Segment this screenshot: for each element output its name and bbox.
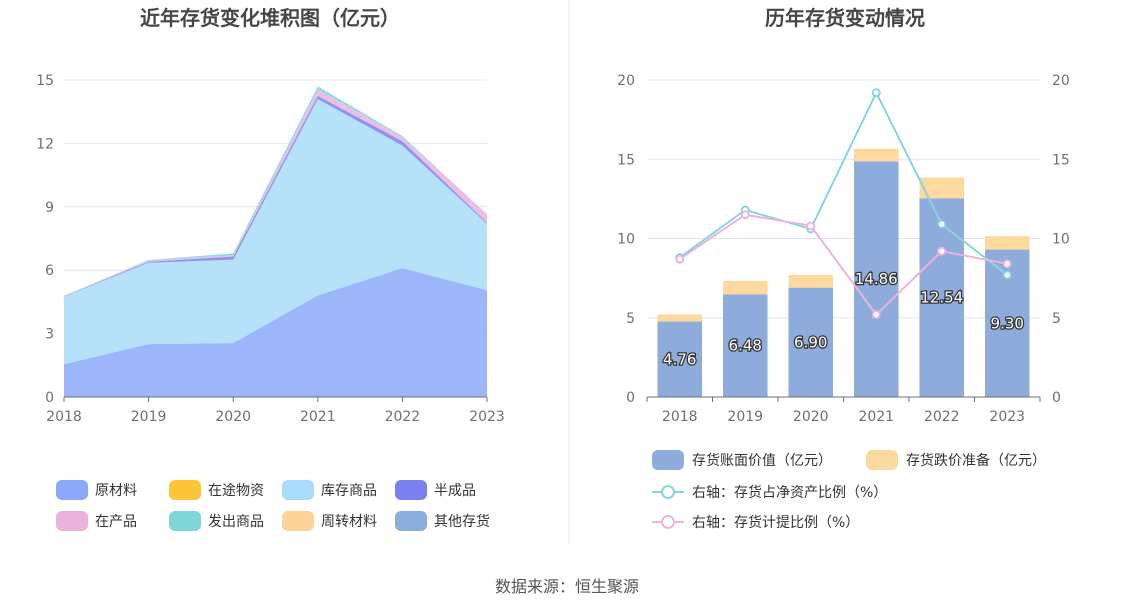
left-chart-axis: 2018 2019 2020 2021 2022 2023 0 3 6 9 12 15 bbox=[36, 73, 505, 425]
line-point-2 bbox=[871, 88, 881, 98]
left-legend-label: 原材料 bbox=[95, 483, 137, 499]
right-x-tick-label: 2019 bbox=[727, 409, 763, 425]
right-legend-swatch bbox=[652, 450, 684, 470]
right-x-tick-label: 2020 bbox=[793, 409, 829, 425]
bar-value-label: 6.48 bbox=[729, 337, 762, 355]
right-x-tick-label: 2018 bbox=[662, 409, 698, 425]
right-y2-tick-label: 15 bbox=[1052, 152, 1070, 168]
right-legend-swatch bbox=[866, 450, 898, 470]
right-legend-label: 右轴：存货占净资产比例（%） bbox=[692, 484, 887, 501]
bar-series-1 bbox=[722, 280, 768, 295]
right-legend-label: 右轴：存货计提比例（%） bbox=[692, 514, 859, 531]
right-y2-tick-label: 5 bbox=[1052, 311, 1061, 327]
line-series-2 bbox=[679, 90, 1008, 276]
line-point-3 bbox=[1002, 259, 1012, 269]
right-x-tick-label: 2022 bbox=[924, 409, 960, 425]
right-chart-bar-labels: 4.76 6.48 6.90 14.86 12.54 9.30 bbox=[662, 269, 1025, 370]
right-y-tick-label: 5 bbox=[626, 311, 635, 327]
right-y-tick-label: 15 bbox=[617, 152, 635, 168]
bar-series-1 bbox=[919, 177, 965, 199]
bar-series-1 bbox=[853, 148, 899, 162]
source-note: 数据来源：恒生聚源 bbox=[495, 577, 639, 596]
left-legend-label: 在途物资 bbox=[208, 482, 264, 499]
left-legend-swatch bbox=[56, 480, 88, 500]
left-legend-swatch bbox=[282, 511, 314, 531]
line-point-3 bbox=[675, 254, 685, 264]
bar-value-label: 12.54 bbox=[920, 289, 963, 307]
left-x-tick-label: 2022 bbox=[385, 409, 421, 425]
left-x-tick-label: 2019 bbox=[131, 409, 167, 425]
left-x-tick-label: 2021 bbox=[300, 409, 336, 425]
line-series-3 bbox=[679, 213, 1008, 317]
left-x-tick-label: 2023 bbox=[469, 409, 505, 425]
right-y2-tick-label: 20 bbox=[1052, 73, 1070, 89]
left-legend-swatch bbox=[395, 511, 427, 531]
left-y-tick-label: 9 bbox=[45, 200, 54, 216]
line-point-3 bbox=[937, 246, 947, 256]
right-x-tick-label: 2021 bbox=[858, 409, 894, 425]
bar-value-label: 9.30 bbox=[991, 314, 1024, 332]
left-y-tick-label: 15 bbox=[36, 73, 54, 89]
right-chart-legend: 存货账面价值（亿元） 存货跌价准备（亿元） 右轴：存货占净资产比例（%） 右轴：存货计… bbox=[652, 450, 1046, 531]
bar-series-1 bbox=[657, 314, 703, 322]
right-legend-marker bbox=[661, 515, 675, 529]
left-legend-label: 库存商品 bbox=[321, 483, 377, 499]
line-point-2 bbox=[1002, 270, 1012, 280]
right-x-tick-label: 2023 bbox=[989, 409, 1025, 425]
line-point-3 bbox=[740, 210, 750, 220]
left-legend-label: 其他存货 bbox=[434, 513, 490, 530]
bar-series-0 bbox=[919, 198, 965, 397]
right-legend-label: 存货账面价值（亿元） bbox=[692, 452, 832, 469]
bar-value-label: 6.90 bbox=[794, 333, 827, 351]
right-chart-title: 历年存货变动情况 bbox=[765, 6, 925, 30]
right-chart-bars bbox=[657, 148, 1030, 397]
line-point-3 bbox=[871, 310, 881, 320]
bar-series-1 bbox=[984, 236, 1030, 250]
left-chart-title: 近年存货变化堆积图（亿元） bbox=[140, 6, 400, 30]
left-x-tick-label: 2020 bbox=[215, 409, 251, 425]
left-y-tick-label: 3 bbox=[45, 327, 54, 343]
left-legend-label: 发出商品 bbox=[208, 514, 264, 530]
left-legend-label: 半成品 bbox=[434, 483, 476, 499]
bar-series-0 bbox=[788, 287, 834, 397]
left-chart-areas bbox=[64, 86, 487, 397]
bar-series-0 bbox=[853, 161, 899, 397]
left-legend-label: 周转材料 bbox=[321, 514, 377, 530]
right-y-tick-label: 20 bbox=[617, 73, 635, 89]
bar-series-1 bbox=[788, 274, 834, 288]
left-y-tick-label: 0 bbox=[45, 390, 54, 406]
right-legend-marker bbox=[661, 485, 675, 499]
line-point-3 bbox=[806, 221, 816, 231]
bar-value-label: 14.86 bbox=[855, 270, 898, 288]
area-series-0 bbox=[64, 268, 487, 397]
left-x-tick-label: 2018 bbox=[46, 409, 82, 425]
left-y-tick-label: 6 bbox=[45, 263, 54, 279]
left-legend-swatch bbox=[169, 511, 201, 531]
left-legend-swatch bbox=[282, 480, 314, 500]
bar-series-0 bbox=[722, 294, 768, 397]
left-legend-swatch bbox=[56, 511, 88, 531]
left-y-tick-label: 12 bbox=[36, 136, 54, 152]
right-legend-label: 存货跌价准备（亿元） bbox=[906, 452, 1046, 469]
left-legend-swatch bbox=[395, 480, 427, 500]
left-legend-swatch bbox=[169, 480, 201, 500]
right-y2-tick-label: 0 bbox=[1052, 390, 1061, 406]
bar-value-label: 4.76 bbox=[663, 350, 696, 368]
right-y-tick-label: 0 bbox=[626, 390, 635, 406]
line-point-2 bbox=[937, 219, 947, 229]
right-chart-lines bbox=[675, 88, 1012, 320]
bar-series-0 bbox=[657, 321, 703, 397]
left-legend-label: 在产品 bbox=[95, 514, 137, 530]
right-y2-tick-label: 10 bbox=[1052, 232, 1070, 248]
right-chart-axis: 2018 2019 2020 2021 2022 2023 0 5 10 15 20 0 5 10 15 20 bbox=[617, 73, 1070, 425]
right-y-tick-label: 10 bbox=[617, 232, 635, 248]
area-series-2 bbox=[64, 99, 487, 365]
